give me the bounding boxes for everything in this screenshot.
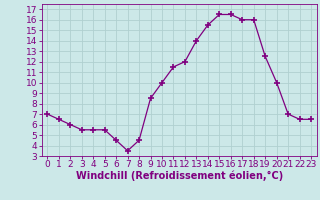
X-axis label: Windchill (Refroidissement éolien,°C): Windchill (Refroidissement éolien,°C) xyxy=(76,171,283,181)
